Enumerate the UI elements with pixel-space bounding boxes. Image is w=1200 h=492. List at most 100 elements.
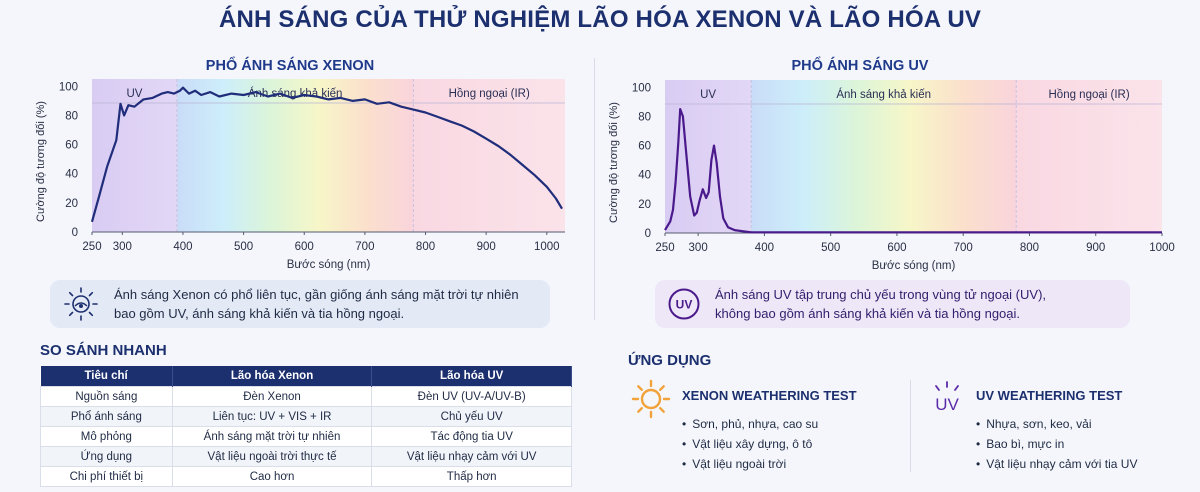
table-cell: Chi phí thiết bị [40, 466, 173, 487]
table-cell: Nguồn sáng [40, 386, 173, 407]
x-tick-label: 250 [82, 241, 101, 253]
xenon-spectrum-chart: UV Ánh sáng khả kiến Hồng ngoại (IR)020406… [35, 79, 565, 271]
applications-title: ỨNG DỤNG [628, 352, 712, 369]
list-item: Vật liệu nhạy cảm với tia UV [976, 454, 1137, 474]
uv-note: UV Ánh sáng UV tập trung chủ yếu trong v… [655, 280, 1130, 328]
uv-application-title: UV WEATHERING TEST [976, 388, 1123, 403]
uv-chart-title: PHỔ ÁNH SÁNG UV [791, 58, 929, 74]
compare-table: Tiêu chí Lão hóa Xenon Lão hóa UV Nguồn … [40, 366, 572, 487]
x-tick-label: 800 [416, 241, 435, 253]
y-tick-label: 100 [59, 81, 78, 93]
y-tick-label: 0 [72, 227, 78, 239]
x-tick-label: 900 [1086, 242, 1105, 254]
compare-header: Tiêu chí [40, 366, 173, 387]
table-cell: Ánh sáng mặt trời tự nhiên [171, 426, 373, 447]
table-cell: Đèn UV (UV-A/UV-B) [371, 386, 572, 407]
xenon-note: Ánh sáng Xenon có phổ liên tục, gần giốn… [50, 280, 550, 328]
sun-icon [631, 379, 671, 419]
compare-header: Lão hóa UV [371, 366, 572, 387]
xenon-note-line-2: bao gồm UV, ánh sáng khả kiến và tia hồn… [114, 306, 405, 321]
list-item: Sơn, phủ, nhựa, cao su [682, 414, 818, 434]
table-cell: Chủ yếu UV [371, 406, 572, 427]
y-tick-label: 40 [65, 169, 78, 181]
list-item: Nhựa, sơn, keo, vải [976, 414, 1137, 434]
x-tick-label: 500 [821, 242, 840, 254]
spectrum-band [665, 80, 752, 233]
x-tick-label: 400 [755, 242, 774, 254]
table-row: Phổ ánh sáng Liên tục: UV + VIS + IR Chủ y… [40, 406, 572, 427]
x-tick-label: 600 [295, 241, 314, 253]
table-cell: Đèn Xenon [171, 386, 373, 407]
uv-spectrum-chart: UV Ánh sáng khả kiến Hồng ngoại (IR) 0 20 40 6… [608, 80, 1175, 272]
table-cell: Liên tục: UV + VIS + IR [171, 406, 373, 427]
table-cell: Vật liệu ngoài trời thực tế [171, 446, 373, 467]
y-tick-label: 100 [632, 82, 651, 94]
panel-divider [594, 58, 595, 320]
y-tick-label: 60 [638, 141, 651, 153]
y-tick-label: 40 [638, 170, 651, 182]
x-tick-label: 250 [655, 242, 674, 254]
y-tick-label: 0 [645, 228, 651, 240]
table-row: Chi phí thiết bị Cao hơn Thấp hơn [40, 466, 572, 487]
band-label: Hồng ngoại (IR) [1049, 89, 1130, 101]
sun-eye-icon [64, 287, 98, 321]
series-line [664, 108, 1162, 234]
x-tick-label: 300 [689, 242, 708, 254]
y-tick-label: 80 [638, 111, 651, 123]
compare-header-row: Tiêu chí Lão hóa Xenon Lão hóa UV [40, 366, 572, 387]
x-tick-label: 900 [477, 241, 496, 253]
spectrum-band [1016, 80, 1162, 233]
compare-title: SO SÁNH NHANH [40, 342, 167, 359]
y-tick-label: 60 [65, 140, 78, 152]
uv-application-list: Nhựa, sơn, keo, vải Bao bì, mực in Vật l… [976, 414, 1137, 474]
spectrum-band [413, 79, 565, 232]
table-row: Ứng dụng Vật liệu ngoài trời thực tế Vật l… [40, 446, 572, 467]
list-item: Bao bì, mực in [976, 434, 1137, 454]
x-axis-label: Bước sóng (nm) [872, 260, 956, 272]
x-tick-label: 500 [234, 241, 253, 253]
x-axis-label: Bước sóng (nm) [287, 259, 371, 271]
spectrum-band [176, 79, 414, 232]
xenon-note-line-1: Ánh sáng Xenon có phổ liên tục, gần giốn… [114, 287, 519, 302]
x-tick-label: 300 [113, 241, 132, 253]
y-tick-label: 20 [65, 198, 78, 210]
table-row: Nguồn sáng Đèn Xenon Đèn UV (UV-A/UV-B) [40, 386, 572, 407]
table-cell: Tác động tia UV [371, 426, 572, 447]
spectrum-band [751, 80, 1017, 233]
xenon-application-title: XENON WEATHERING TEST [682, 388, 857, 403]
uv-lamp-label: UV [935, 395, 959, 414]
table-cell: Phổ ánh sáng [40, 406, 173, 427]
list-item: Vật liệu xây dựng, ô tô [682, 434, 818, 454]
x-tick-label: 600 [887, 242, 906, 254]
table-cell: Thấp hơn [371, 466, 572, 487]
table-row: Mô phỏng Ánh sáng mặt trời tự nhiên Tác độ… [40, 426, 572, 447]
x-tick-label: 1000 [534, 241, 560, 253]
y-tick-label: 80 [65, 110, 78, 122]
x-tick-label: 700 [355, 241, 374, 253]
x-tick-label: 1000 [1149, 242, 1175, 254]
applications-divider [910, 380, 911, 472]
page-title: ÁNH SÁNG CỦA THỬ NGHIỆM LÃO HÓA XENON VÀ… [218, 6, 982, 33]
band-label: Ánh sáng khả kiến [836, 88, 931, 101]
y-axis-label: Cường độ tương đối (%) [35, 101, 47, 222]
uv-note-line-1: Ánh sáng UV tập trung chủ yếu trong vùng… [715, 287, 1047, 302]
compare-header: Lão hóa Xenon [172, 366, 373, 387]
table-cell: Vật liệu nhạy cảm với UV [371, 446, 572, 467]
x-tick-label: 400 [173, 241, 192, 253]
spectrum-band [92, 79, 177, 232]
band-label: UV [126, 88, 142, 100]
x-tick-label: 700 [954, 242, 973, 254]
table-cell: Ứng dụng [40, 446, 173, 467]
x-tick-label: 800 [1020, 242, 1039, 254]
uv-badge-icon: UV [668, 288, 700, 320]
y-axis-label: Cường độ tương đối (%) [608, 102, 620, 223]
table-cell: Mô phỏng [40, 426, 173, 447]
list-item: Vật liệu ngoài trời [682, 454, 818, 474]
uv-note-line-2: không bao gồm ánh sáng khả kiến và tia h… [715, 306, 1021, 321]
xenon-application-list: Sơn, phủ, nhựa, cao su Vật liệu xây dựng… [682, 414, 818, 474]
y-tick-label: 20 [638, 199, 651, 211]
xenon-chart-title: PHỔ ÁNH SÁNG XENON [205, 58, 375, 74]
uv-badge-label: UV [676, 298, 693, 312]
series-line [90, 86, 563, 223]
table-cell: Cao hơn [171, 466, 373, 487]
